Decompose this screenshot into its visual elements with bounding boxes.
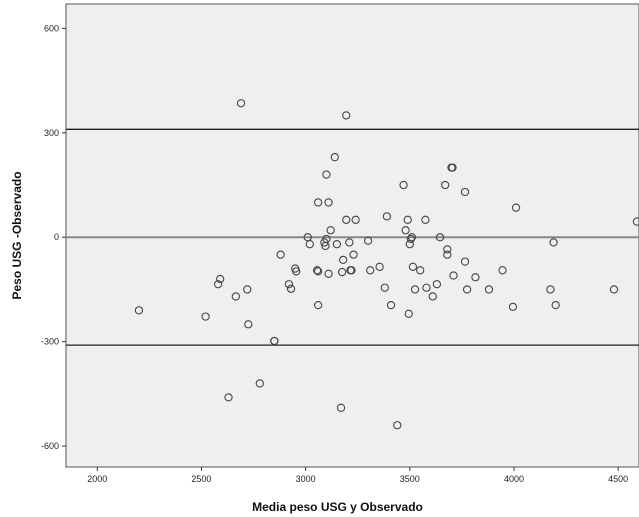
data-point (511, 203, 521, 212)
data-point (401, 226, 410, 235)
x-tick-label: 2500 (191, 474, 211, 484)
data-point (292, 267, 301, 276)
data-point (403, 215, 412, 224)
data-point (324, 198, 333, 207)
x-tick-label: 2000 (87, 474, 107, 484)
data-point (551, 300, 560, 310)
data-point (408, 262, 418, 271)
x-tick-label: 3500 (400, 474, 420, 484)
data-point (201, 312, 210, 321)
data-point (462, 285, 472, 294)
data-point (460, 187, 470, 197)
data-point (345, 238, 354, 247)
data-point (134, 306, 144, 315)
data-point (337, 267, 347, 277)
data-point (243, 285, 252, 294)
data-point (313, 267, 323, 276)
data-point (366, 266, 375, 275)
y-tick-label: 0 (54, 232, 59, 242)
data-point (305, 240, 314, 249)
data-point (342, 111, 351, 120)
data-point (322, 170, 331, 179)
data-point (399, 180, 408, 190)
data-point (422, 283, 431, 292)
plot-area (65, 3, 639, 468)
data-point (213, 280, 223, 289)
data-point (224, 393, 233, 402)
data-point (404, 309, 413, 318)
data-point (255, 379, 264, 388)
data-point (338, 255, 348, 265)
x-tick-label: 3000 (296, 474, 316, 484)
y-tick-label: 600 (44, 23, 59, 33)
x-tick-label: 4000 (504, 474, 524, 484)
data-point (332, 240, 342, 249)
y-tick-label: 300 (44, 128, 59, 138)
x-tick-label: 4500 (608, 474, 628, 484)
data-point (342, 215, 351, 224)
data-point (347, 266, 356, 275)
data-point (407, 233, 417, 242)
data-point (428, 292, 437, 301)
data-point (432, 280, 442, 289)
data-point (632, 217, 639, 226)
data-point (286, 284, 296, 293)
data-point (435, 233, 445, 242)
data-point (441, 180, 450, 190)
data-point (460, 257, 470, 266)
data-point (380, 283, 389, 292)
data-point (326, 226, 335, 235)
y-tick-label: -300 (41, 337, 59, 347)
axes: 2000 2500 3000 3500 4000 4500 -600 -300 0 300 600 (41, 23, 628, 484)
data-point (375, 262, 384, 271)
data-point (336, 403, 346, 412)
data-point (393, 421, 402, 430)
data-point (549, 238, 558, 247)
data-point (284, 280, 294, 289)
data-point (484, 285, 494, 294)
data-point (349, 250, 358, 259)
data-point (324, 269, 333, 278)
data-point (609, 285, 619, 294)
data-point (410, 285, 420, 294)
data-point (382, 212, 392, 221)
data-point (231, 292, 240, 301)
data-point (416, 266, 425, 275)
x-axis-title: Media peso USG y Observado (252, 500, 423, 514)
y-tick-label: -600 (41, 441, 59, 451)
data-point (443, 245, 452, 254)
data-point (406, 234, 415, 244)
data-point (386, 300, 396, 310)
data-points (134, 99, 639, 430)
data-point (312, 266, 322, 275)
data-point (270, 336, 279, 346)
data-point (449, 271, 458, 280)
data-point (508, 302, 518, 312)
data-point (498, 266, 507, 275)
data-point (330, 153, 339, 162)
data-point (216, 274, 225, 284)
data-point (322, 234, 331, 244)
reference-lines (66, 128, 639, 346)
data-point (363, 236, 373, 245)
data-point (276, 250, 285, 259)
data-point (236, 99, 246, 108)
data-point (313, 198, 323, 207)
y-axis-title: Peso USG -Observado (10, 171, 24, 299)
data-point (351, 215, 360, 224)
data-point (448, 163, 457, 172)
data-point (313, 300, 323, 310)
data-point (244, 320, 253, 329)
data-point (443, 250, 452, 259)
data-point (421, 215, 430, 224)
data-point (471, 273, 480, 282)
data-point (546, 285, 555, 294)
